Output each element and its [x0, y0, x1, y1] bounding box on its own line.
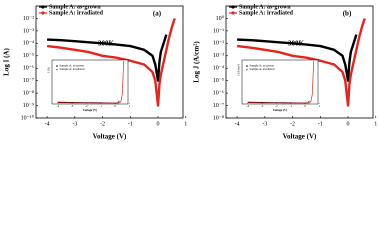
- inset-x-tick-label: -1: [100, 104, 103, 108]
- legend-label: Sample A: as-grown: [239, 4, 291, 10]
- y-tick-label: 10⁻⁴: [213, 66, 224, 72]
- x-tick-label: 0: [157, 121, 160, 127]
- inset-x-tick-label: -4: [56, 104, 59, 108]
- x-tick-label: -2: [100, 121, 105, 127]
- inset-legend-marker: [56, 68, 58, 71]
- plot-frame: [35, 5, 184, 119]
- inset-x-tick-label: 0: [114, 104, 116, 108]
- y-tick-label: 10⁻⁶: [213, 90, 224, 96]
- inset-y-label: I (A): [47, 67, 51, 73]
- x-tick-label: -4: [235, 121, 240, 127]
- y-tick-label: 10⁻⁷: [213, 103, 224, 109]
- inset-frame: [51, 59, 129, 105]
- y-tick-label: 10⁻¹: [213, 28, 224, 34]
- y-tick-label: 10⁻⁴: [23, 41, 34, 47]
- series-line: [236, 18, 366, 107]
- inset-x-tick-label: -2: [85, 104, 88, 108]
- x-tick-label: -1: [128, 121, 133, 127]
- inset-legend-label: Sample A: irradiated: [250, 67, 275, 71]
- y-tick-label: 10⁻³: [213, 53, 224, 59]
- y-tick-label: 10⁻⁹: [23, 103, 34, 109]
- series-line: [237, 34, 358, 82]
- y-tick-label: 10⁻⁷: [23, 78, 34, 84]
- inset-y-label: J (A/cm²): [237, 64, 241, 75]
- x-axis-label: Voltage (V): [283, 133, 317, 141]
- y-tick-label: 10⁻¹⁰: [21, 114, 35, 121]
- inset-line: [57, 60, 125, 104]
- inset-legend-marker: [246, 65, 248, 67]
- series-line: [47, 34, 168, 82]
- inset-x-tick-label: -1: [290, 104, 293, 108]
- panel-label: (a): [153, 10, 162, 18]
- legend-marker: [231, 5, 235, 9]
- inset-x-tick-label: 1: [129, 104, 131, 108]
- inset-legend-marker: [56, 65, 58, 67]
- y-tick-label: 10⁻⁸: [23, 90, 34, 96]
- x-tick-label: -4: [45, 121, 50, 127]
- inset-x-tick-label: -2: [275, 104, 278, 108]
- legend-label: Sample A: irradiated: [49, 10, 104, 16]
- y-tick-label: 10⁻²: [23, 16, 34, 22]
- inset-legend-label: Sample A: irradiated: [60, 67, 85, 71]
- y-tick-label: 10⁰: [216, 15, 225, 22]
- y-tick-label: 10⁻⁵: [23, 53, 34, 59]
- x-tick-label: -2: [290, 121, 295, 127]
- y-tick-label: 10⁻⁸: [213, 115, 224, 121]
- inset-x-tick-label: -3: [71, 104, 74, 108]
- inset-legend-label: Sample A: as-grown: [250, 64, 275, 68]
- x-tick-label: 0: [347, 121, 350, 127]
- x-tick-label: -3: [262, 121, 267, 127]
- inset-x-tick-label: -3: [261, 104, 264, 108]
- series-line: [46, 18, 176, 107]
- inset-x-tick-label: 0: [304, 104, 306, 108]
- inset-x-tick-label: -4: [246, 104, 249, 108]
- inset-x-label: Voltage (V): [273, 108, 287, 112]
- y-axis-label: Log J (A/cm²): [193, 41, 201, 83]
- x-tick-label: -3: [72, 121, 77, 127]
- legend-label: Sample A: irradiated: [239, 10, 294, 16]
- inset-x-tick-label: 1: [319, 104, 321, 108]
- y-tick-label: 10⁻³: [23, 28, 34, 34]
- inset-legend-label: Sample A: as-grown: [60, 64, 85, 68]
- x-tick-label: 1: [184, 121, 187, 127]
- y-axis-label: Log I (A): [3, 48, 11, 76]
- x-tick-label: 1: [374, 121, 377, 127]
- legend-marker: [41, 11, 45, 15]
- y-tick-label: 10⁻⁵: [213, 78, 224, 84]
- inset-line: [247, 60, 315, 104]
- legend-marker: [41, 5, 45, 9]
- panel-label: (b): [343, 10, 352, 18]
- x-tick-label: -1: [318, 121, 323, 127]
- inset-x-label: Voltage (V): [83, 108, 97, 112]
- plot-frame: [225, 5, 374, 119]
- y-tick-label: 10⁻²: [213, 41, 224, 47]
- legend-marker: [231, 11, 235, 15]
- x-axis-label: Voltage (V): [93, 133, 127, 141]
- legend-label: Sample A: as-grown: [49, 4, 101, 10]
- chart: -4 -3 -2 -1 0 110⁻²10⁻³10⁻⁴10⁻⁵10⁻⁶10⁻⁷10⁻⁸10…: [3, 4, 378, 141]
- y-tick-label: 10⁻⁶: [23, 66, 34, 72]
- inset-legend-marker: [246, 68, 248, 71]
- inset-frame: [241, 59, 319, 105]
